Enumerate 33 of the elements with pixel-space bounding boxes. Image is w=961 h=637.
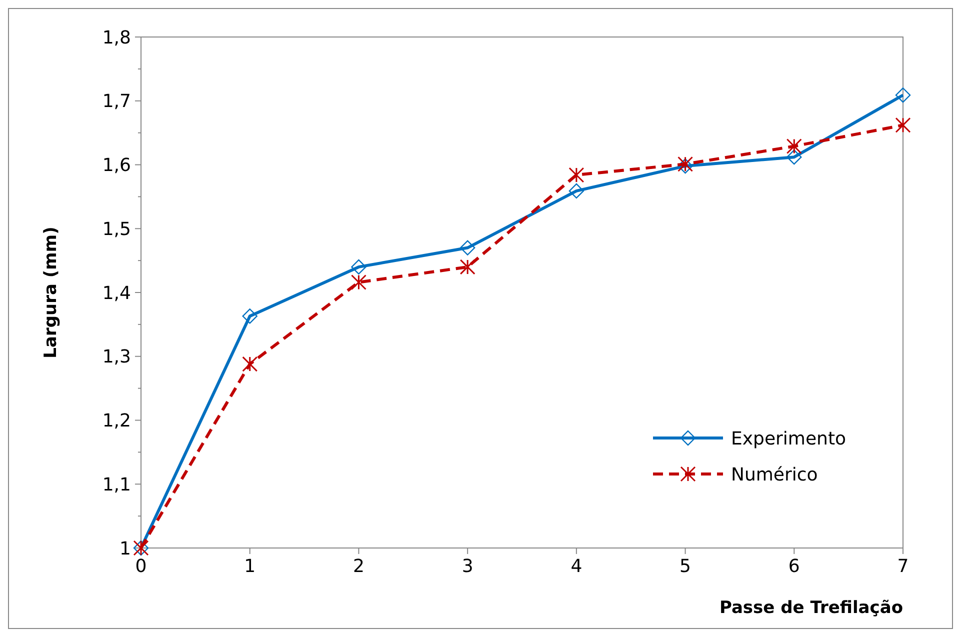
point [242, 308, 258, 324]
x-tick-label: 7 [897, 556, 909, 577]
x-tick-label: 0 [135, 556, 147, 577]
y-tick-label: 1 [120, 538, 131, 560]
point [786, 149, 802, 165]
point [568, 167, 584, 183]
y-tick-label: 1,7 [102, 91, 131, 112]
point [460, 259, 476, 275]
point [351, 259, 366, 275]
point [568, 183, 584, 199]
y-tick-label: 1,4 [102, 282, 131, 304]
x-tick-label: 3 [462, 556, 474, 577]
point [350, 274, 366, 290]
legend-label: Numérico [731, 464, 818, 486]
point [895, 117, 911, 133]
point [895, 88, 911, 103]
x-tick-label: 6 [788, 556, 800, 577]
y-tick-label: 1,5 [102, 218, 131, 240]
x-tick-label: 4 [570, 556, 582, 577]
x-tick-label: 2 [352, 556, 364, 577]
x-tick-label: 5 [680, 556, 692, 577]
point [242, 356, 258, 372]
x-tick-label: 1 [244, 556, 256, 577]
point [786, 138, 802, 154]
y-tick-label: 1,2 [102, 410, 131, 432]
y-tick-label: 1,6 [102, 155, 131, 176]
legend-label: Experimento [731, 428, 846, 450]
point [460, 240, 476, 256]
x-axis-title: Passe de Trefilação [719, 598, 903, 618]
y-tick-label: 1,1 [102, 474, 131, 496]
y-axis-title: Largura (mm) [41, 226, 61, 358]
y-tick-label: 1,8 [102, 27, 131, 48]
y-tick-label: 1,3 [102, 346, 131, 368]
